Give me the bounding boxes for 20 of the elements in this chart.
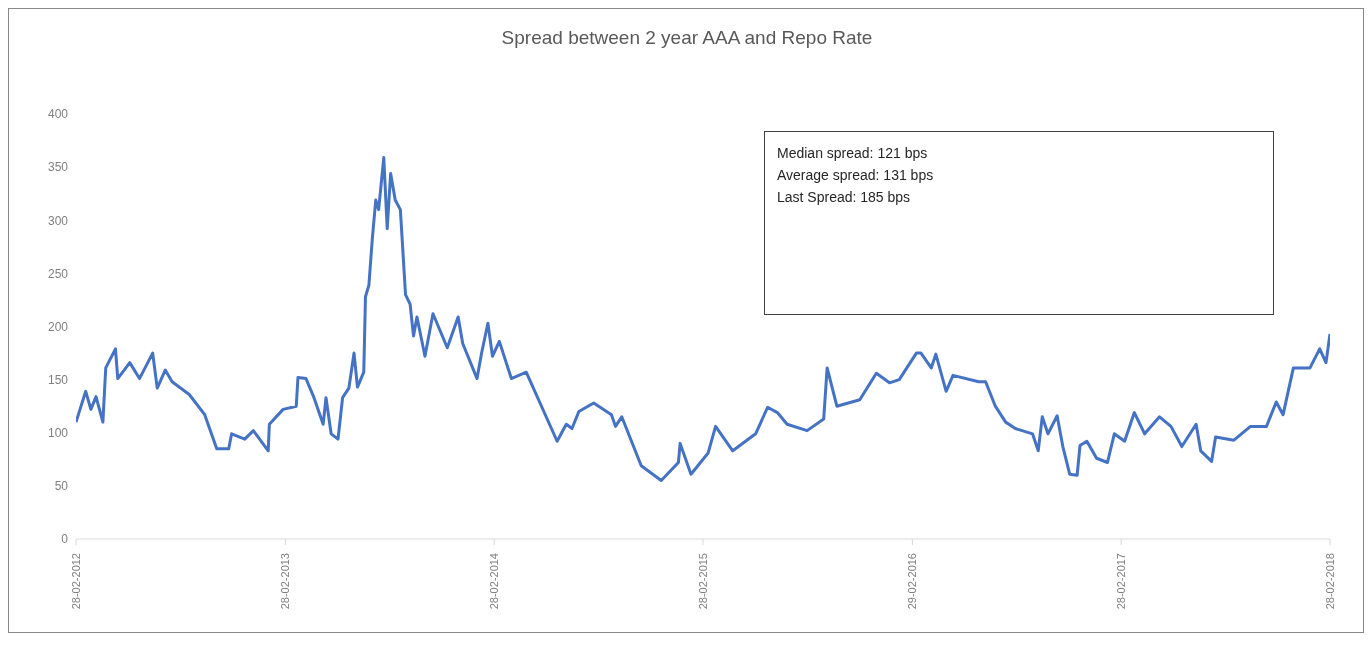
y-tick-label: 400 [47, 107, 69, 122]
x-tick-label: 28-02-2014 [488, 553, 501, 610]
x-tick-label: 28-02-2017 [1115, 553, 1128, 610]
y-tick-label: 100 [47, 426, 69, 441]
y-tick-label: 250 [47, 266, 69, 281]
y-tick-label: 50 [54, 479, 69, 494]
x-tick-label: 29-02-2016 [906, 553, 919, 610]
x-tick-label: 28-02-2015 [697, 553, 709, 610]
y-tick-label: 300 [47, 213, 69, 228]
annotation: Last Spread: 185 bps [777, 188, 912, 207]
x-tick-label: 28-02-2012 [70, 553, 82, 610]
y-tick-label: 350 [47, 160, 69, 175]
x-tick-label: 28-02-2013 [279, 553, 292, 610]
annotation: Median spread: 121 bps [777, 144, 929, 163]
chart-title: Spread between 2 year AAA and Repo Rate [500, 27, 874, 49]
x-tick-label: 28-02-2018 [1324, 553, 1336, 610]
annotation: Average spread: 131 bps [777, 166, 935, 185]
y-tick-label: 150 [47, 372, 69, 387]
y-tick-label: 0 [61, 532, 69, 547]
y-tick-label: 200 [47, 319, 69, 334]
